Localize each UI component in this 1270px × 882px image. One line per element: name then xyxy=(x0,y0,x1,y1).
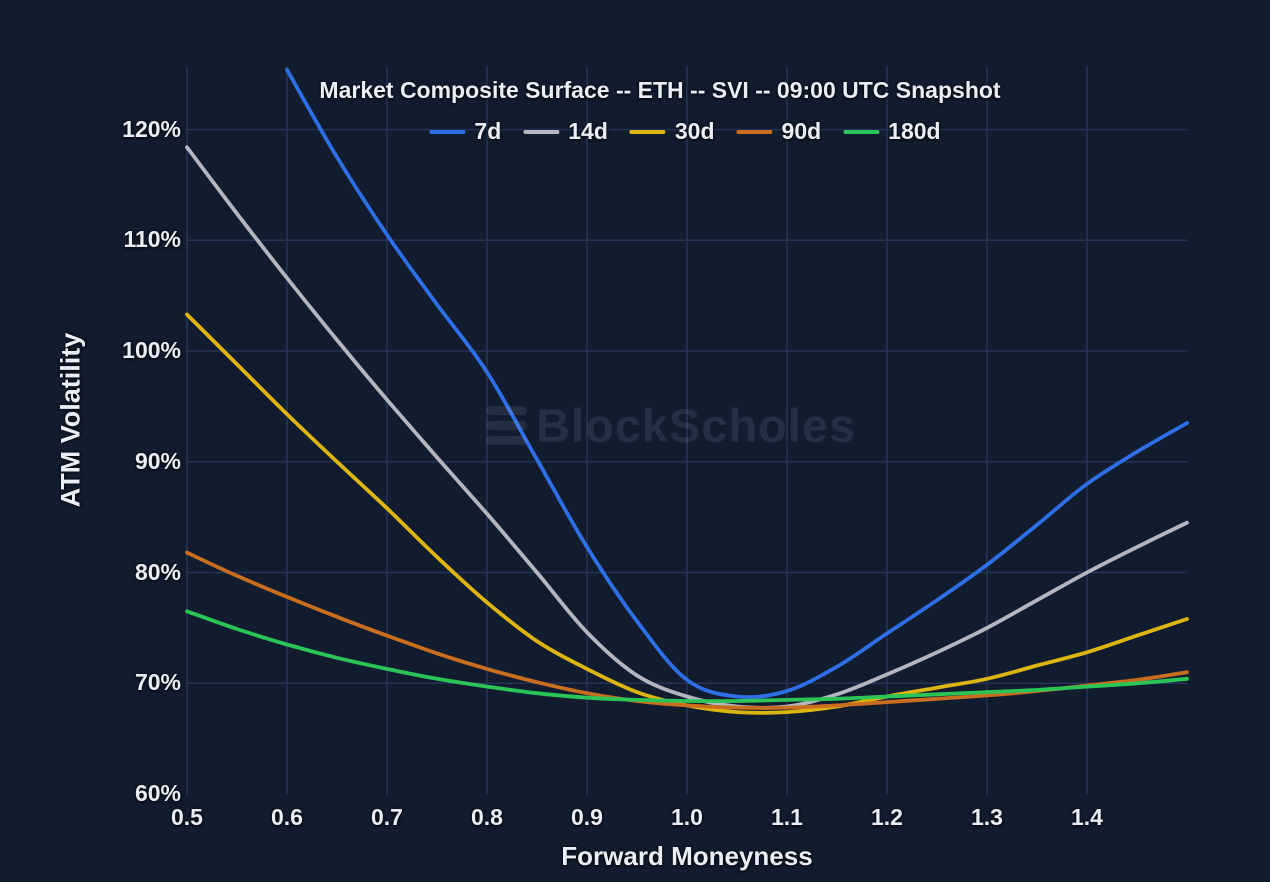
blockscholes-logo-icon xyxy=(486,406,527,445)
x-tick-label: 1.3 xyxy=(971,804,1003,830)
legend-item-180d[interactable]: 180d xyxy=(843,118,941,145)
legend-item-14d[interactable]: 14d xyxy=(523,118,608,145)
series-line-7d xyxy=(285,67,1189,700)
legend: 7d 14d 30d 90d 180d xyxy=(429,118,941,145)
legend-label-14d: 14d xyxy=(568,118,608,144)
x-tick-label: 0.8 xyxy=(471,804,503,830)
legend-label-90d: 90d xyxy=(781,118,822,144)
legend-label-30d: 30d xyxy=(674,118,715,144)
y-tick-label: 100% xyxy=(122,337,181,364)
x-tick-label: 1.0 xyxy=(671,804,703,830)
series-line-14d xyxy=(185,145,1189,710)
chart-title: Market Composite Surface -- ETH -- SVI -… xyxy=(319,77,1001,103)
legend-swatch-180d xyxy=(843,129,880,134)
x-tick-label: 0.5 xyxy=(171,804,203,830)
x-tick-label: 1.4 xyxy=(1071,804,1103,830)
x-tick-label: 0.9 xyxy=(571,804,603,830)
gridlines xyxy=(186,66,1187,794)
y-axis-title: ATM Volatility xyxy=(55,332,86,508)
watermark: BlockScholes xyxy=(486,398,856,453)
legend-label-7d: 7d xyxy=(474,118,502,144)
x-axis-title: Forward Moneyness xyxy=(561,841,813,871)
y-tick-label: 110% xyxy=(123,226,181,253)
legend-swatch-90d xyxy=(736,129,773,134)
legend-item-7d[interactable]: 7d xyxy=(429,118,501,145)
legend-swatch-30d xyxy=(629,129,666,134)
y-tick-label: 90% xyxy=(134,447,181,474)
x-tick-label: 1.2 xyxy=(871,804,903,830)
y-tick-label: 120% xyxy=(122,115,181,142)
x-tick-label: 0.7 xyxy=(371,804,403,830)
y-tick-label: 60% xyxy=(134,780,181,806)
y-tick-label: 70% xyxy=(134,669,181,696)
watermark-text: BlockScholes xyxy=(536,399,857,452)
y-tick-label: 80% xyxy=(134,558,181,585)
legend-swatch-14d xyxy=(523,129,560,134)
legend-item-90d[interactable]: 90d xyxy=(736,118,822,145)
x-tick-label: 1.1 xyxy=(771,804,803,830)
x-tick-label: 0.6 xyxy=(271,804,303,830)
legend-item-30d[interactable]: 30d xyxy=(629,118,715,145)
legend-swatch-7d xyxy=(429,129,466,134)
legend-label-180d: 180d xyxy=(888,118,941,144)
series-line-180d xyxy=(185,609,1189,704)
